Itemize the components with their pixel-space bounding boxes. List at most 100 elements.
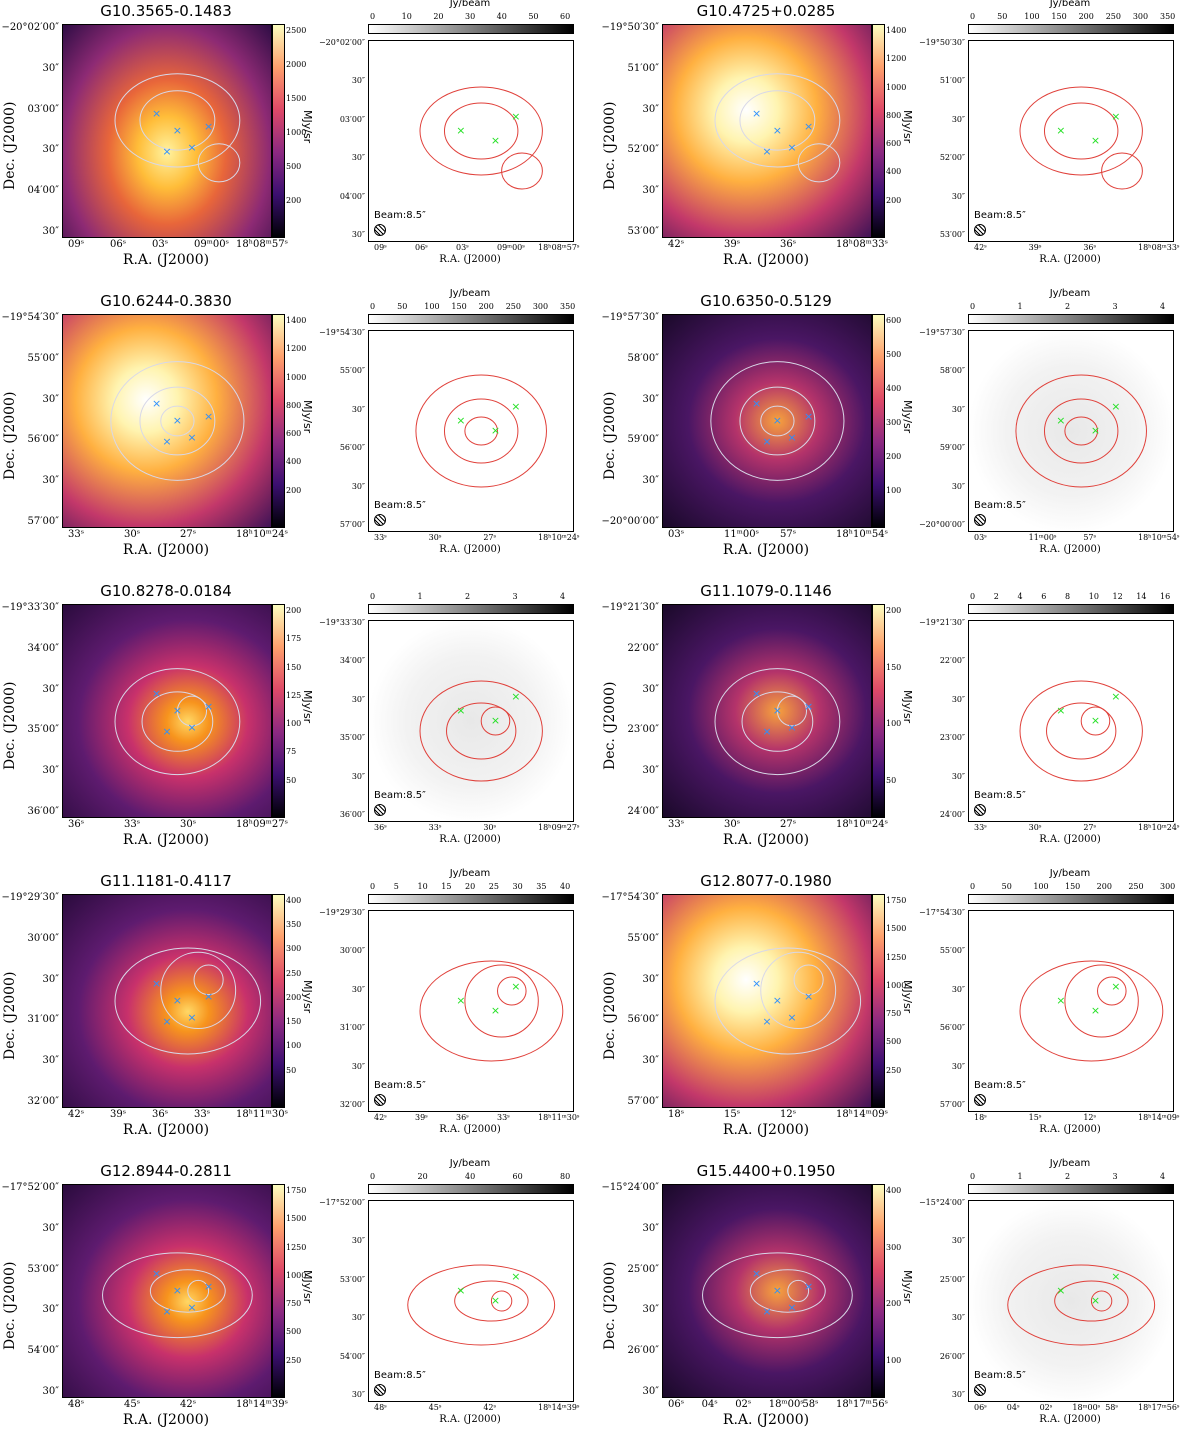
contour-line xyxy=(1090,1290,1113,1312)
source-marker: × xyxy=(1091,1004,1100,1017)
continuum-image: × × × xyxy=(968,40,1174,242)
colorbar-tick-label: 400 xyxy=(286,896,302,905)
source-marker: × xyxy=(752,977,761,990)
beam-ellipse-icon xyxy=(974,1094,986,1106)
colorbar-tick-label: 4 xyxy=(1017,592,1023,601)
ir-panel: G15.4400+0.1950 × × × × × −15°24′00″ 30″ 25′00″ 3… xyxy=(600,1160,914,1446)
x-axis-label: R.A. (J2000) xyxy=(122,1122,210,1138)
y-tick-label: 30″ xyxy=(42,393,59,405)
contour-overlay: ××××× xyxy=(714,73,841,183)
colorbar-tick-label: 600 xyxy=(286,429,302,439)
y-tick-label: 30″ xyxy=(42,1055,59,1067)
colorbar-tick-label: 150 xyxy=(1051,12,1067,21)
x-tick-label: 06ˢ xyxy=(974,1403,987,1412)
source-marker: × xyxy=(773,414,782,427)
colorbar-tick-label: 1200 xyxy=(886,54,907,64)
contour-line xyxy=(480,706,511,736)
contour-line xyxy=(443,398,519,464)
source-marker: × xyxy=(1111,110,1120,123)
contour-line xyxy=(714,668,841,776)
contour-line xyxy=(1019,960,1164,1062)
source-marker: × xyxy=(162,435,171,448)
contour-overlay: × × × xyxy=(419,680,543,782)
panel-title: G12.8077-0.1980 xyxy=(700,872,832,890)
y-tick-label: 30″ xyxy=(951,694,965,704)
beam-label: Beam:8.5″ xyxy=(974,500,1026,511)
contour-line xyxy=(714,73,841,168)
ir-panel: G12.8944-0.2811 × × × × × −17°52′00″ 30″ 53′00″ 3… xyxy=(0,1160,314,1446)
y-tick-label: −19°50′30″ xyxy=(601,22,659,33)
source-marker: × xyxy=(152,977,161,990)
y-tick-label: −15°24′00″ xyxy=(918,1198,965,1207)
colorbar-tick-label: 750 xyxy=(286,1299,302,1309)
y-tick-label: 51′00″ xyxy=(627,62,659,74)
x-tick-label: 18ʰ14ᵐ39ˢ xyxy=(236,1399,289,1410)
y-tick-label: −19°57′30″ xyxy=(918,328,965,337)
mm-panel: × × × −15°24′00″ 30″ 25′00″ 30″ 26′00″ 30″ 06ˢ 04ˢ… xyxy=(900,1158,1200,1446)
panel-title: G15.4400+0.1950 xyxy=(696,1162,836,1180)
y-tick-label: 30″ xyxy=(42,226,59,237)
x-tick-label: 45ˢ xyxy=(124,1399,141,1410)
x-axis-label: R.A. (J2000) xyxy=(439,1414,501,1425)
y-tick-label: 57′00″ xyxy=(939,1100,965,1109)
x-tick-label: 33ˢ xyxy=(68,529,85,540)
source-marker: × xyxy=(773,704,782,717)
colorbar-tick-label: 50 xyxy=(286,1065,297,1075)
infrared-image: × × × × × xyxy=(662,24,872,238)
x-tick-label: 42ˢ xyxy=(483,1403,497,1412)
source-marker: × xyxy=(173,994,182,1007)
panel-title: G10.8278-0.0184 xyxy=(100,582,232,600)
contour-line xyxy=(739,386,816,456)
continuum-image: × × × xyxy=(968,620,1174,822)
source-marker: × xyxy=(187,1011,196,1024)
y-tick-label: −19°50′30″ xyxy=(918,38,965,47)
y-tick-label: 30″ xyxy=(351,1390,365,1399)
y-tick-label: 58′00″ xyxy=(939,366,965,376)
source-marker: × xyxy=(1111,690,1120,703)
source-marker: × xyxy=(762,145,771,158)
y-tick-label: 25′00″ xyxy=(627,1263,659,1275)
x-axis-label: R.A. (J2000) xyxy=(722,832,810,848)
y-tick-label: 30″ xyxy=(42,1304,59,1316)
source-marker: × xyxy=(204,120,213,133)
colorbar-tick-label: 1400 xyxy=(286,316,307,325)
source-marker: × xyxy=(491,1004,500,1017)
colorbar-tick-label: 125 xyxy=(286,690,302,700)
y-tick-label: 32′00″ xyxy=(339,1100,365,1109)
x-tick-label: 12ˢ xyxy=(780,1109,797,1120)
ir-panel: G11.1181-0.4117 × × × × × −19°29′30″ 30′00″ 30″ 3… xyxy=(0,870,314,1156)
contour-line xyxy=(501,152,543,190)
colorbar xyxy=(368,24,574,34)
source-marker: × xyxy=(511,400,520,413)
beam-label: Beam:8.5″ xyxy=(974,210,1026,221)
colorbar-tick-label: 250 xyxy=(286,968,302,978)
y-axis-label: Dec. (J2000) xyxy=(2,391,18,480)
x-tick-label: 39ˢ xyxy=(1028,243,1042,252)
contour-line xyxy=(149,1269,226,1313)
continuum-image: × × × xyxy=(368,620,574,822)
x-tick-label: 02ˢ xyxy=(735,1399,752,1410)
infrared-image: × × × × × xyxy=(662,1184,872,1398)
colorbar-tick-label: 0 xyxy=(370,302,376,311)
y-tick-label: 30″ xyxy=(951,1236,965,1246)
y-tick-label: 23′00″ xyxy=(939,733,965,743)
y-tick-label: 22′00″ xyxy=(939,656,965,666)
source-marker: × xyxy=(162,145,171,158)
colorbar-tick-label: 150 xyxy=(286,1017,302,1027)
colorbar-tick-label: 2 xyxy=(1065,302,1071,311)
source-marker: × xyxy=(511,110,520,123)
colorbar-tick-label: 1500 xyxy=(286,1214,307,1224)
x-tick-label: 18ʰ09ᵐ27ˢ xyxy=(236,819,289,830)
source-marker: × xyxy=(804,700,813,713)
colorbar-tick-label: 350 xyxy=(1160,12,1176,21)
y-tick-label: 59′00″ xyxy=(939,443,965,453)
contour-line xyxy=(490,1290,513,1312)
contour-overlay: ××××× xyxy=(114,73,241,183)
y-tick-label: 35′00″ xyxy=(27,724,59,736)
continuum-image: × × × xyxy=(368,1200,574,1402)
colorbar-tick-label: 16 xyxy=(1160,592,1171,601)
x-tick-label: 18ʰ10ᵐ24ˢ xyxy=(538,533,580,542)
source-marker: × xyxy=(804,410,813,423)
source-marker: × xyxy=(173,414,182,427)
x-tick-label: 18ʰ08ᵐ57ˢ xyxy=(538,243,580,252)
